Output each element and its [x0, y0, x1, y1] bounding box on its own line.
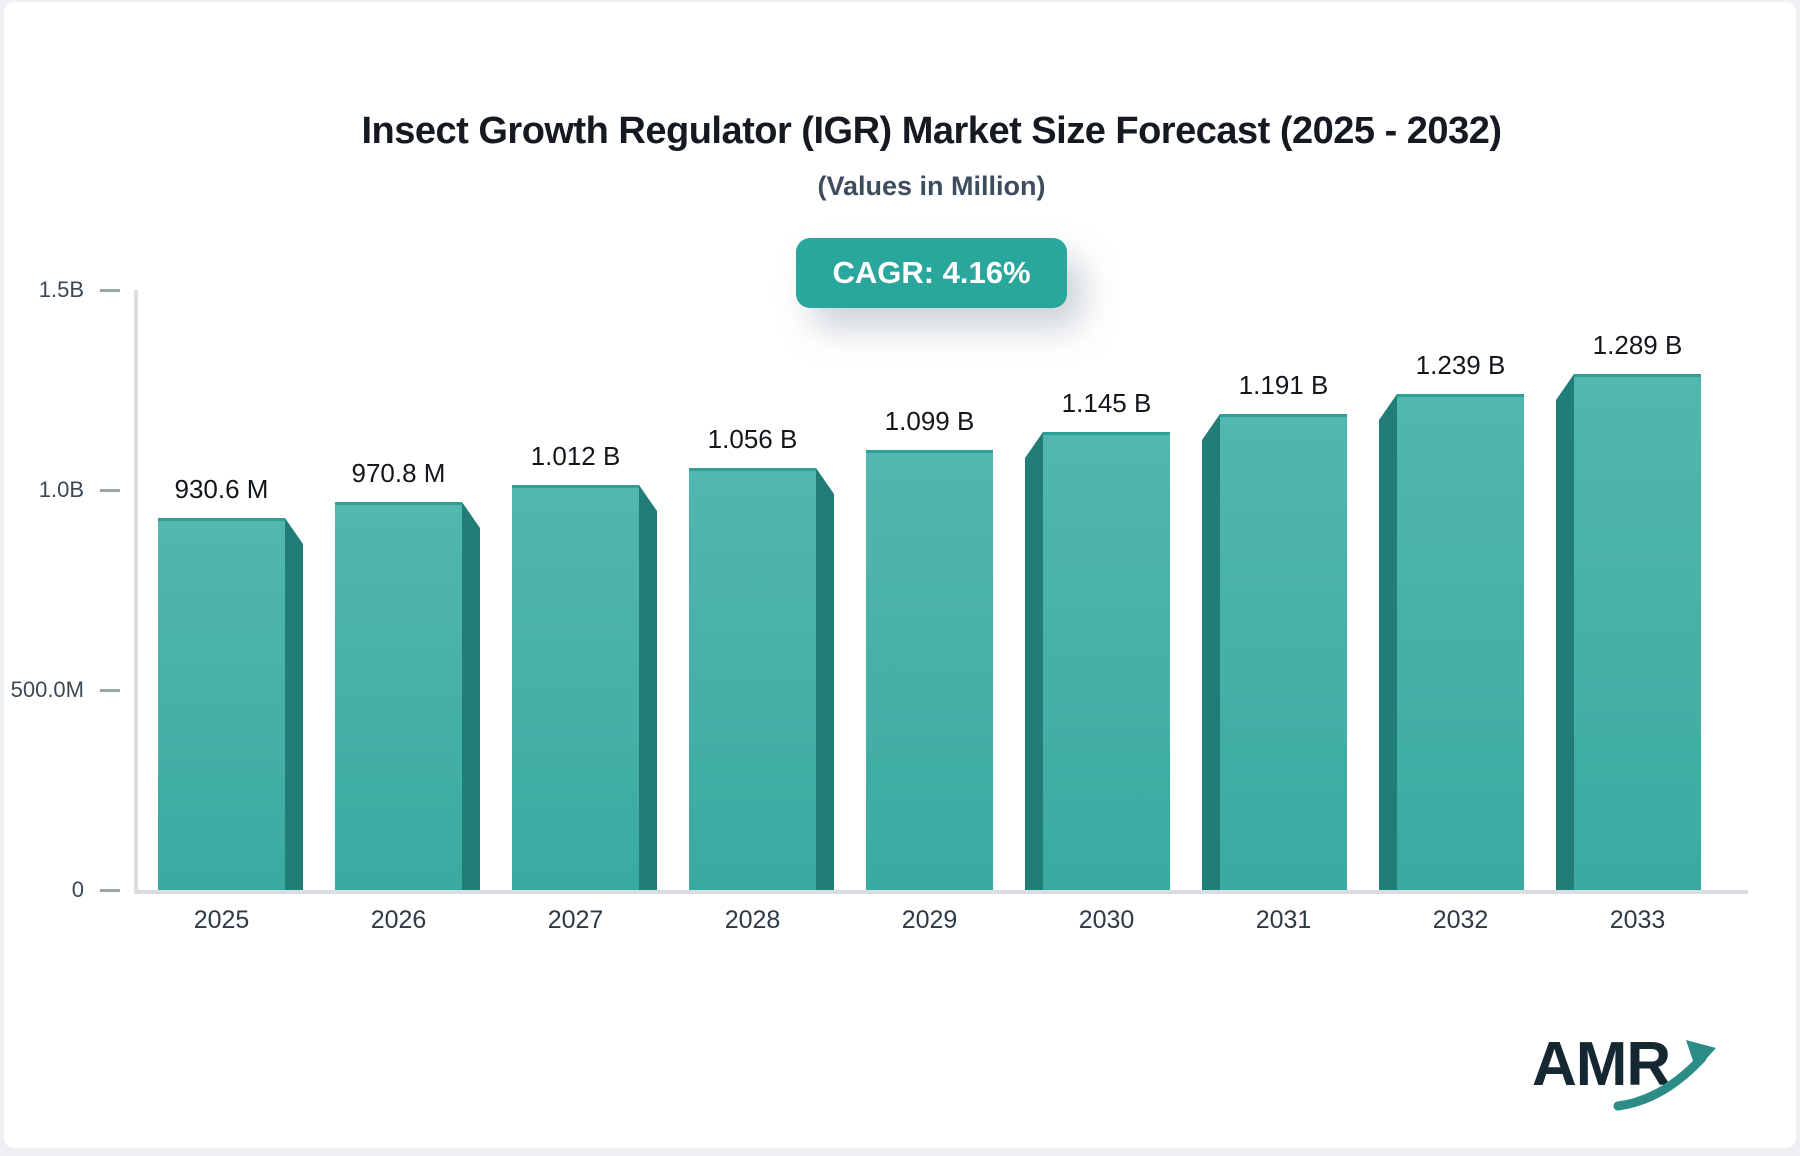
chart-header: Insect Growth Regulator (IGR) Market Siz… — [134, 2, 1729, 308]
y-axis-tick: 500.0M — [11, 677, 134, 703]
bar-value-label: 1.191 B — [1238, 370, 1329, 400]
y-axis-tick: 1.5B — [39, 277, 134, 303]
x-axis-label: 2025 — [193, 906, 250, 934]
bar-2031 — [1220, 414, 1347, 890]
bar-3d-side-2027 — [639, 485, 657, 890]
bar-value-label: 1.145 B — [1061, 388, 1152, 418]
y-axis-tick-mark — [100, 888, 120, 892]
bar-value-label: 970.8 M — [351, 458, 446, 488]
bar-3d-side-2025 — [285, 518, 303, 890]
x-axis-label: 2029 — [901, 906, 958, 934]
y-axis-tick-label: 500.0M — [10, 677, 84, 702]
cagr-badge: CAGR: 4.16% — [796, 238, 1067, 308]
bar-2027 — [512, 485, 639, 890]
bar-2029 — [866, 450, 993, 890]
bar-3d-side-2031 — [1202, 414, 1220, 890]
y-axis-tick-mark — [100, 288, 120, 292]
bar-2028 — [689, 468, 816, 890]
x-axis-label: 2026 — [370, 906, 427, 934]
bar-3d-side-2028 — [816, 468, 834, 890]
bar-2033 — [1574, 374, 1701, 890]
bar-value-label: 930.6 M — [174, 474, 269, 504]
x-axis-label: 2027 — [547, 906, 604, 934]
x-axis-label: 2031 — [1255, 906, 1312, 934]
bar-value-label: 1.056 B — [707, 424, 798, 454]
bar-2030 — [1043, 432, 1170, 890]
bar-3d-side-2030 — [1025, 432, 1043, 890]
chart-subtitle: (Values in Million) — [817, 171, 1046, 201]
plot-area: 1.5B 1.0B 500.0M 0 930.6 M 2025 970.8 M 2026 1.0… — [11, 277, 1748, 934]
x-axis-label: 2030 — [1078, 906, 1135, 934]
y-axis-tick-mark — [100, 488, 120, 492]
y-axis-tick: 0 — [72, 877, 134, 903]
chart-title: Insect Growth Regulator (IGR) Market Siz… — [361, 110, 1502, 152]
bar-2025 — [158, 518, 285, 890]
x-axis-label: 2032 — [1432, 906, 1489, 934]
y-axis-tick-label: 1.5B — [38, 277, 84, 302]
bar-3d-side-2032 — [1379, 394, 1397, 890]
bar-value-label: 1.289 B — [1592, 330, 1683, 360]
bar-3d-side-2026 — [462, 502, 480, 890]
bar-value-label: 1.099 B — [884, 406, 975, 436]
bar-2032 — [1397, 394, 1524, 890]
amr-logo: AMR — [1532, 1034, 1732, 1124]
bar-value-label: 1.012 B — [530, 441, 621, 471]
bar-3d-side-2033 — [1556, 374, 1574, 890]
x-axis-label: 2033 — [1609, 906, 1666, 934]
y-axis-tick-mark — [100, 688, 120, 692]
amr-logo-text: AMR — [1532, 1030, 1671, 1099]
x-axis-label: 2028 — [724, 906, 781, 934]
bar-2026 — [335, 502, 462, 890]
bar-value-label: 1.239 B — [1415, 350, 1506, 380]
y-axis-tick-label: 0 — [71, 877, 84, 902]
chart-card: Insect Growth Regulator (IGR) Market Siz… — [4, 2, 1796, 1148]
trend-up-arrow-icon — [1613, 1040, 1716, 1111]
y-axis-tick-label: 1.0B — [38, 477, 84, 502]
y-axis-tick: 1.0B — [39, 477, 134, 503]
